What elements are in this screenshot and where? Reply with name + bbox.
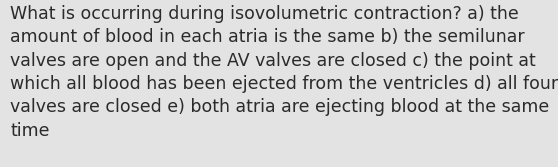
Text: What is occurring during isovolumetric contraction? a) the
amount of blood in ea: What is occurring during isovolumetric c… xyxy=(10,5,558,140)
